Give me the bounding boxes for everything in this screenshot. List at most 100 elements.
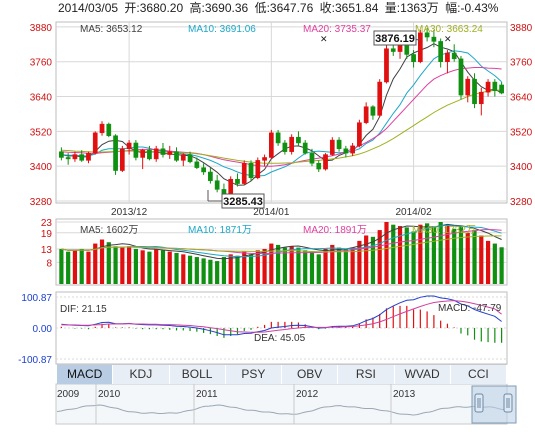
candle-down — [438, 41, 444, 62]
candle-down — [458, 58, 464, 96]
tab-rsi[interactable]: RSI — [338, 365, 395, 384]
price-tick-bottom: 2014/02 — [395, 207, 432, 218]
vol-ma10-label: MA10: 1871万 — [188, 225, 252, 236]
header-low-label: 低: — [255, 1, 270, 15]
volume-bar — [452, 228, 457, 284]
header-high: 3690.36 — [205, 1, 249, 15]
candle-up — [289, 136, 295, 152]
candle-down — [296, 136, 301, 144]
volume-bar — [187, 255, 193, 284]
macd-lines — [61, 295, 502, 336]
candle-down — [411, 54, 416, 62]
volume-bar — [99, 239, 105, 284]
volume-bar — [336, 247, 342, 284]
volume-bar — [147, 251, 152, 284]
candle-up — [363, 106, 369, 123]
price-tick-left: 3880 — [30, 23, 53, 34]
navigator-year-label: 2010 — [98, 389, 121, 400]
volume-bar — [194, 257, 199, 284]
volume-bar — [208, 259, 213, 284]
price-tick-left: 3640 — [30, 93, 53, 104]
tab-wvad[interactable]: WVAD — [394, 365, 451, 384]
volume-bar — [316, 254, 321, 284]
volume-bar — [160, 250, 166, 284]
price-tick-right: 3880 — [510, 23, 533, 34]
volume-tick-left: 13 — [41, 245, 53, 256]
volume-tick-left: 23 — [41, 218, 53, 229]
volume-ma10-line — [61, 224, 502, 258]
volume-bar — [289, 246, 294, 284]
candle-down — [174, 151, 179, 161]
price-axis-left: 3880 3760 3640 3520 3400 3280 — [30, 23, 53, 208]
candle-down — [214, 180, 220, 190]
candle-down — [472, 78, 477, 105]
volume-bar — [350, 247, 355, 284]
ma20-label: MA20: 3735.37 — [303, 24, 371, 35]
candle-down — [194, 161, 200, 168]
price-tick-left: 3760 — [30, 58, 53, 69]
candle-down — [208, 171, 213, 181]
candle-up — [417, 32, 423, 62]
vol-ma5-label: MA5: 1602万 — [80, 225, 138, 236]
volume-bar — [391, 224, 396, 284]
candle-down — [160, 148, 166, 155]
volume-ma5-line — [61, 223, 502, 260]
candle-down — [113, 135, 118, 171]
volume-bar — [303, 250, 308, 284]
price-axis-bottom: 2013/12 2014/01 2014/02 — [111, 207, 432, 218]
candle-up — [357, 122, 362, 147]
price-tick-right: 3400 — [510, 162, 533, 173]
candle-up — [485, 81, 491, 93]
volume-bar — [343, 248, 348, 284]
candle-up — [445, 52, 450, 62]
candle-up — [268, 132, 274, 158]
navigator-left-handle[interactable] — [474, 393, 484, 413]
candle-up — [140, 149, 146, 158]
cross-marker-icon: ✕ — [444, 34, 452, 44]
volume-bar — [309, 251, 315, 284]
volume-bar — [86, 251, 91, 284]
tab-macd[interactable]: MACD — [57, 365, 114, 384]
navigator-right-handle[interactable] — [503, 393, 513, 413]
volume-bar — [133, 248, 138, 284]
tab-cci[interactable]: CCI — [450, 365, 507, 384]
navigator-panel[interactable] — [55, 383, 508, 425]
tab-boll[interactable]: BOLL — [169, 365, 226, 384]
volume-bar — [248, 254, 254, 284]
candle-down — [106, 123, 112, 136]
price-tick-bottom: 2013/12 — [111, 207, 148, 218]
volume-bar — [201, 258, 206, 284]
candle-down — [275, 132, 281, 144]
volume-bar — [323, 248, 328, 284]
candle-down — [147, 149, 152, 160]
candle-down — [248, 163, 254, 179]
volume-bars — [59, 222, 504, 284]
volume-bar — [458, 226, 464, 284]
candle-down — [370, 106, 376, 116]
tab-psy[interactable]: PSY — [225, 365, 282, 384]
volume-bar — [411, 231, 416, 284]
volume-bar — [377, 230, 382, 284]
candle-down — [133, 142, 139, 158]
candle-down — [79, 154, 85, 161]
volume-bar — [106, 242, 111, 284]
macd-tick-left: 0.00 — [33, 324, 53, 335]
candlesticks — [59, 28, 504, 200]
volume-bar — [127, 246, 132, 284]
low-marker-box — [221, 193, 265, 209]
candle-up — [323, 154, 328, 170]
candle-up — [126, 142, 132, 150]
candle-down — [187, 154, 193, 163]
cross-marker-icon: ✕ — [320, 34, 328, 44]
candle-up — [350, 145, 355, 154]
volume-bar — [93, 243, 98, 284]
volume-bar — [221, 257, 227, 284]
tab-kdj[interactable]: KDJ — [113, 365, 170, 384]
price-tick-left: 3400 — [30, 162, 53, 173]
indicator-tabs: MACD KDJ BOLL PSY OBV RSI WVAD CCI — [57, 364, 507, 385]
candle-down — [492, 81, 498, 91]
volume-bar — [242, 251, 247, 284]
tab-obv[interactable]: OBV — [282, 365, 339, 384]
